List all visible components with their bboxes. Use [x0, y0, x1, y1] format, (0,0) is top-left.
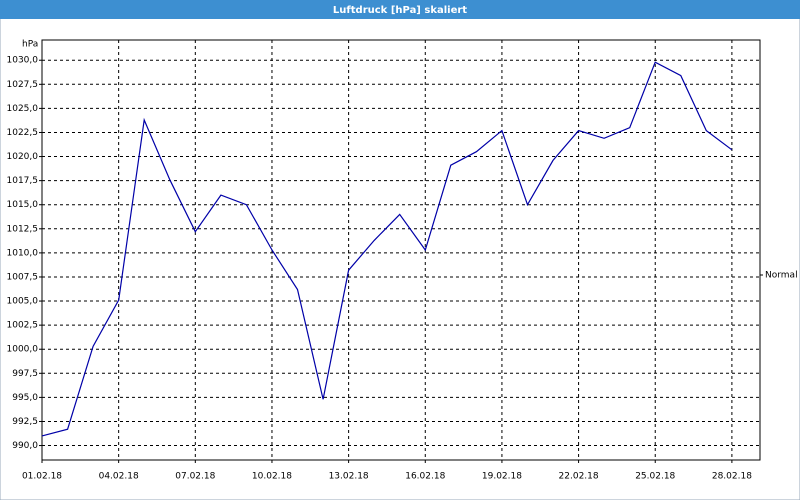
- y-tick-label: 1005,0: [7, 297, 39, 307]
- y-tick-label: 1010,0: [7, 248, 39, 258]
- y-tick-label: 992,5: [12, 417, 38, 427]
- chart-title: Luftdruck [hPa] skaliert: [333, 5, 467, 16]
- x-tick-label: 16.02.18: [405, 472, 445, 482]
- y-tick-label: 1022,5: [7, 128, 39, 138]
- y-tick-label: 1012,5: [7, 224, 39, 234]
- y-axis-label: hPa: [22, 40, 38, 50]
- x-tick-label: 04.02.18: [99, 472, 139, 482]
- y-tick-label: 1027,5: [7, 80, 39, 90]
- y-tick-label: 1007,5: [7, 272, 39, 282]
- x-tick-label: 28.02.18: [712, 472, 752, 482]
- x-tick-label: 07.02.18: [175, 472, 215, 482]
- x-tick-label: 13.02.18: [329, 472, 369, 482]
- y-tick-label: 1002,5: [7, 321, 39, 331]
- x-tick-label: 25.02.18: [635, 472, 675, 482]
- legend-label: Normal: [765, 271, 798, 281]
- title-bar: [0, 0, 800, 19]
- x-tick-label: 10.02.18: [252, 472, 292, 482]
- y-tick-label: 1025,0: [7, 104, 39, 114]
- y-tick-label: 1015,0: [7, 200, 39, 210]
- y-tick-label: 990,0: [12, 441, 38, 451]
- y-tick-label: 997,5: [12, 369, 38, 379]
- plot-area: [41, 39, 761, 461]
- y-tick-label: 1020,0: [7, 152, 39, 162]
- y-tick-label: 995,0: [12, 393, 38, 403]
- series-line: [41, 61, 733, 437]
- x-tick-label: 19.02.18: [482, 472, 522, 482]
- x-tick-label: 01.02.18: [22, 472, 62, 482]
- y-tick-label: 1030,0: [7, 56, 39, 66]
- y-tick-label: 1017,5: [7, 176, 39, 186]
- y-tick-label: 1000,0: [7, 345, 39, 355]
- x-tick-label: 22.02.18: [559, 472, 599, 482]
